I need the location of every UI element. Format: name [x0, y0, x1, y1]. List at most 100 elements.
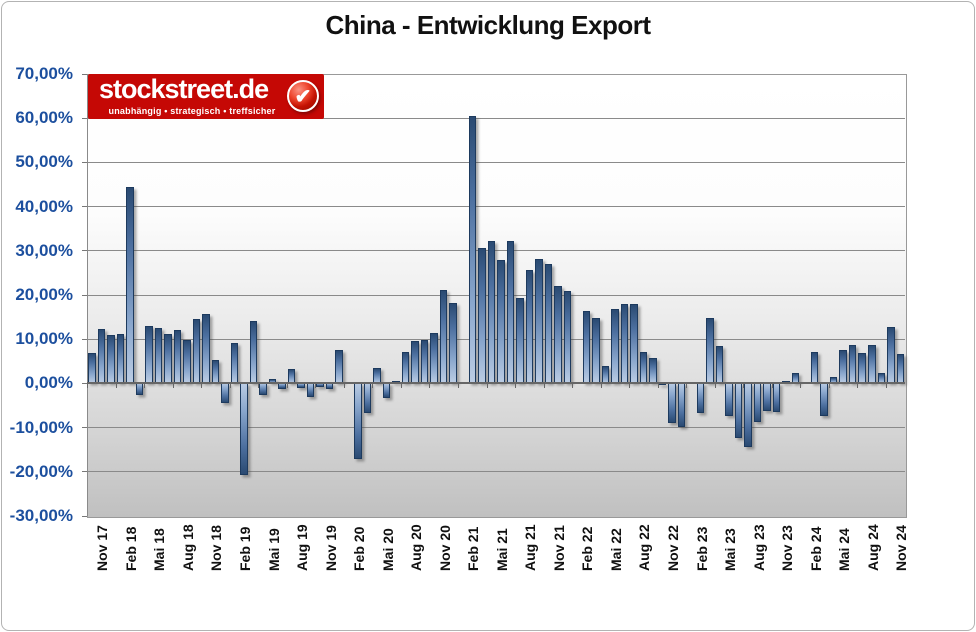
bar-Nov 20: [439, 290, 448, 384]
bar-Mrz 21: [478, 248, 486, 384]
x-axis-label: Aug 19: [294, 524, 310, 571]
bar-Okt 20: [430, 333, 438, 384]
x-axis-label: Mai 19: [265, 528, 282, 571]
gridline: [87, 294, 905, 296]
bar-Dez 19: [335, 349, 343, 384]
y-axis-tick: [82, 382, 87, 384]
bar-Apr 19: [259, 383, 267, 396]
y-axis-label: -10,00%: [9, 417, 73, 437]
x-axis-tick: [315, 384, 317, 389]
x-axis-tick: [572, 384, 574, 389]
bar-Feb 24: [810, 352, 819, 384]
y-axis-tick: [82, 471, 87, 473]
check-icon: ✔: [294, 86, 312, 108]
x-axis-label: Feb 24: [807, 526, 824, 571]
bar-Apr 24: [829, 376, 838, 384]
y-axis-tick: [82, 161, 87, 163]
bar-Feb 21: [468, 115, 476, 384]
bar-Mrz 24: [820, 383, 828, 417]
bar-Mrz 19: [249, 320, 258, 384]
x-axis-tick: [286, 384, 288, 389]
x-axis-tick: [828, 384, 830, 389]
gridline: [87, 250, 905, 252]
bar-Nov 18: [211, 359, 220, 384]
gridline: [87, 338, 905, 340]
x-axis-tick: [629, 384, 631, 389]
bar-Apr 22: [601, 366, 610, 384]
bar-Aug 21: [525, 270, 533, 384]
x-axis-tick: [87, 384, 88, 389]
bar-Nov 21: [554, 286, 562, 384]
y-axis-line: [87, 74, 88, 516]
x-axis-label: Mai 22: [607, 528, 624, 571]
bar-Mrz 20: [363, 383, 372, 413]
x-axis-label: Nov 18: [208, 525, 225, 571]
bar-Mai 19: [268, 378, 277, 384]
x-axis-tick: [115, 384, 117, 389]
bar-Aug 20: [411, 341, 419, 384]
bar-Mai 22: [611, 308, 619, 384]
bar-Apr 18: [145, 326, 153, 384]
y-axis-label: -30,00%: [9, 506, 73, 525]
bar-Jun 24: [848, 345, 857, 384]
bar-Sep 23: [763, 383, 771, 411]
x-axis-tick: [258, 384, 260, 389]
x-axis-tick: [543, 384, 545, 389]
bar-Mai 20: [382, 383, 391, 398]
bar-Mai 21: [497, 260, 505, 384]
bar-Jun 22: [620, 304, 629, 384]
bar-Sep 19: [306, 383, 315, 398]
x-axis-tick: [515, 384, 516, 389]
gridline: [87, 471, 905, 473]
stockstreet-logo: stockstreet.de unabhängig • strategisch …: [88, 74, 324, 119]
bar-Sep 24: [877, 372, 885, 384]
bar-Nov 19: [325, 383, 334, 390]
y-axis-tick: [82, 250, 87, 252]
bar-Okt 24: [887, 327, 895, 384]
bar-Nov 23: [782, 381, 790, 384]
bar-Mrz 18: [135, 383, 144, 396]
x-axis-label: Mai 18: [151, 528, 168, 571]
x-axis-label: Mai 24: [836, 528, 853, 571]
x-axis-label: Feb 21: [465, 526, 482, 571]
x-axis-tick: [857, 384, 859, 389]
x-axis-label: Feb 23: [693, 526, 710, 571]
bar-Apr 23: [715, 345, 724, 384]
logo-tagline: unabhängig • strategisch • treffsicher: [108, 106, 276, 116]
x-axis-tick: [201, 384, 203, 389]
y-axis-label: 10,00%: [15, 329, 73, 349]
zero-axis-line: [87, 382, 905, 385]
x-axis-tick: [486, 384, 488, 389]
bar-Okt 21: [544, 263, 553, 384]
x-axis-tick: [343, 384, 345, 389]
bar-Dez 23: [791, 373, 800, 384]
x-axis-label: Nov 22: [665, 525, 681, 571]
bar-Apr 20: [373, 367, 381, 384]
x-axis-label: Feb 20: [351, 526, 368, 571]
x-axis-label: Mai 23: [722, 528, 738, 571]
x-axis-label: Nov 17: [94, 525, 111, 571]
x-axis-label: Aug 21: [522, 524, 539, 571]
logo-text: stockstreet.de: [99, 74, 269, 104]
gridline: [87, 206, 905, 208]
bar-Feb 18: [126, 186, 134, 384]
bar-Jun 21: [506, 241, 514, 384]
x-axis-tick: [172, 384, 174, 389]
gridline: [87, 427, 905, 429]
bar-Sep 21: [535, 259, 543, 384]
bar-Sep 18: [192, 319, 201, 384]
bar-Aug 22: [639, 352, 648, 384]
x-axis-tick: [714, 384, 716, 389]
bar-Feb 20: [354, 383, 362, 460]
y-axis-tick: [82, 515, 87, 517]
bar-Feb 19: [240, 383, 248, 476]
x-axis-label: Feb 19: [236, 526, 253, 571]
x-axis-label: Aug 23: [750, 524, 767, 571]
bar-Apr 21: [487, 240, 495, 384]
bar-Dez 21: [563, 291, 572, 384]
x-axis-tick: [657, 384, 659, 389]
x-axis-label: Aug 20: [408, 524, 425, 571]
bar-Jul 23: [744, 383, 752, 448]
x-axis-tick: [429, 384, 431, 389]
